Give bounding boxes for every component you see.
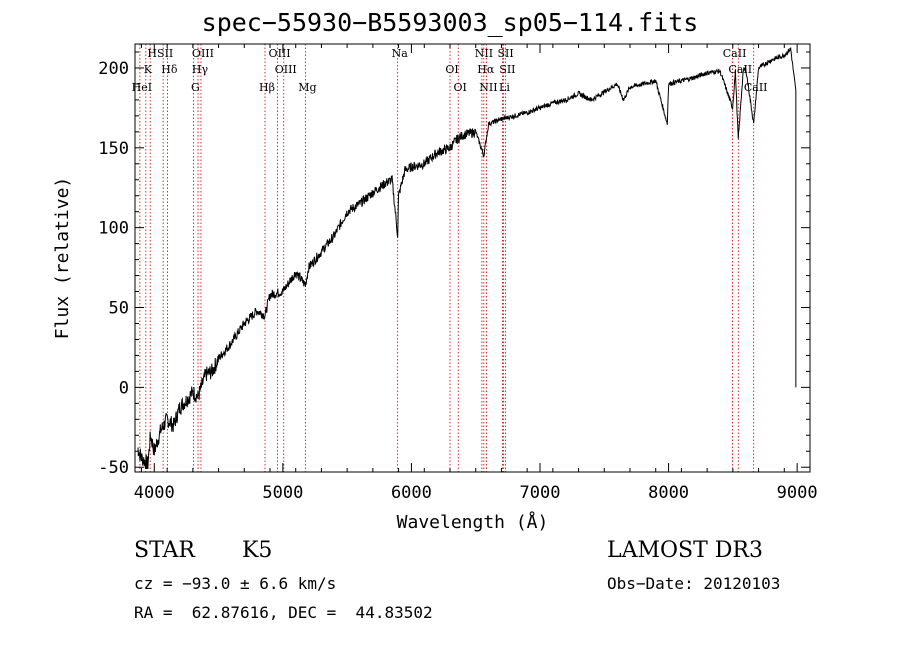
x-axis-label: Wavelength (Å) [397, 511, 549, 533]
line-label-12: Na [392, 47, 409, 60]
spectrum-line [137, 46, 797, 470]
line-label-8: Hβ [259, 81, 275, 94]
line-label-19: SII [499, 63, 515, 76]
x-tick-label-3: 7000 [520, 483, 561, 503]
coordinates: RA = 62.87616, DEC = 44.83502 [134, 603, 433, 622]
line-label-15: NII [475, 47, 493, 60]
chart-title: spec−55930−B5593003_sp05−114.fits [201, 8, 699, 37]
line-label-21: CaII [723, 47, 747, 60]
line-label-23: CaII [744, 81, 768, 94]
line-label-11: Mg [298, 81, 316, 94]
line-label-5: G [191, 81, 200, 94]
x-tick-label-1: 5000 [262, 483, 303, 503]
y-tick-label-2: 50 [109, 299, 129, 319]
observation-date: Obs−Date: 20120103 [607, 574, 781, 593]
line-label-18: SII [497, 47, 513, 60]
line-label-3: SII [157, 47, 173, 60]
object-subclass: K5 [242, 538, 273, 563]
x-tick-label-2: 6000 [391, 483, 432, 503]
line-label-0: H [147, 47, 157, 60]
y-tick-label-0: -50 [98, 458, 129, 478]
y-tick-label-3: 100 [98, 219, 129, 239]
line-label-22: CaII [728, 63, 752, 76]
x-tick-label-5: 9000 [777, 483, 818, 503]
y-tick-label-5: 200 [98, 59, 129, 79]
line-label-9: OIII [269, 47, 291, 60]
x-tick-label-0: 4000 [134, 483, 175, 503]
x-tick-label-4: 8000 [648, 483, 689, 503]
line-label-13: OI [445, 63, 458, 76]
redshift-cz: cz = −93.0 ± 6.6 km/s [134, 574, 337, 593]
line-label-17: NII [479, 81, 497, 94]
line-label-1: K [144, 63, 153, 76]
y-tick-label-4: 150 [98, 139, 129, 159]
line-label-6: OIII [192, 47, 214, 60]
y-axis-label: Flux (relative) [52, 177, 73, 340]
line-label-4: Hδ [161, 63, 178, 76]
y-tick-label-1: 0 [119, 378, 129, 398]
survey-name: LAMOST DR3 [607, 538, 763, 563]
line-label-7: Hγ [192, 63, 209, 76]
object-class: STAR [134, 538, 195, 563]
line-label-10: OIII [275, 63, 297, 76]
plot-frame [134, 43, 811, 473]
line-label-20: Li [499, 81, 510, 94]
line-label-14: OI [454, 81, 467, 94]
